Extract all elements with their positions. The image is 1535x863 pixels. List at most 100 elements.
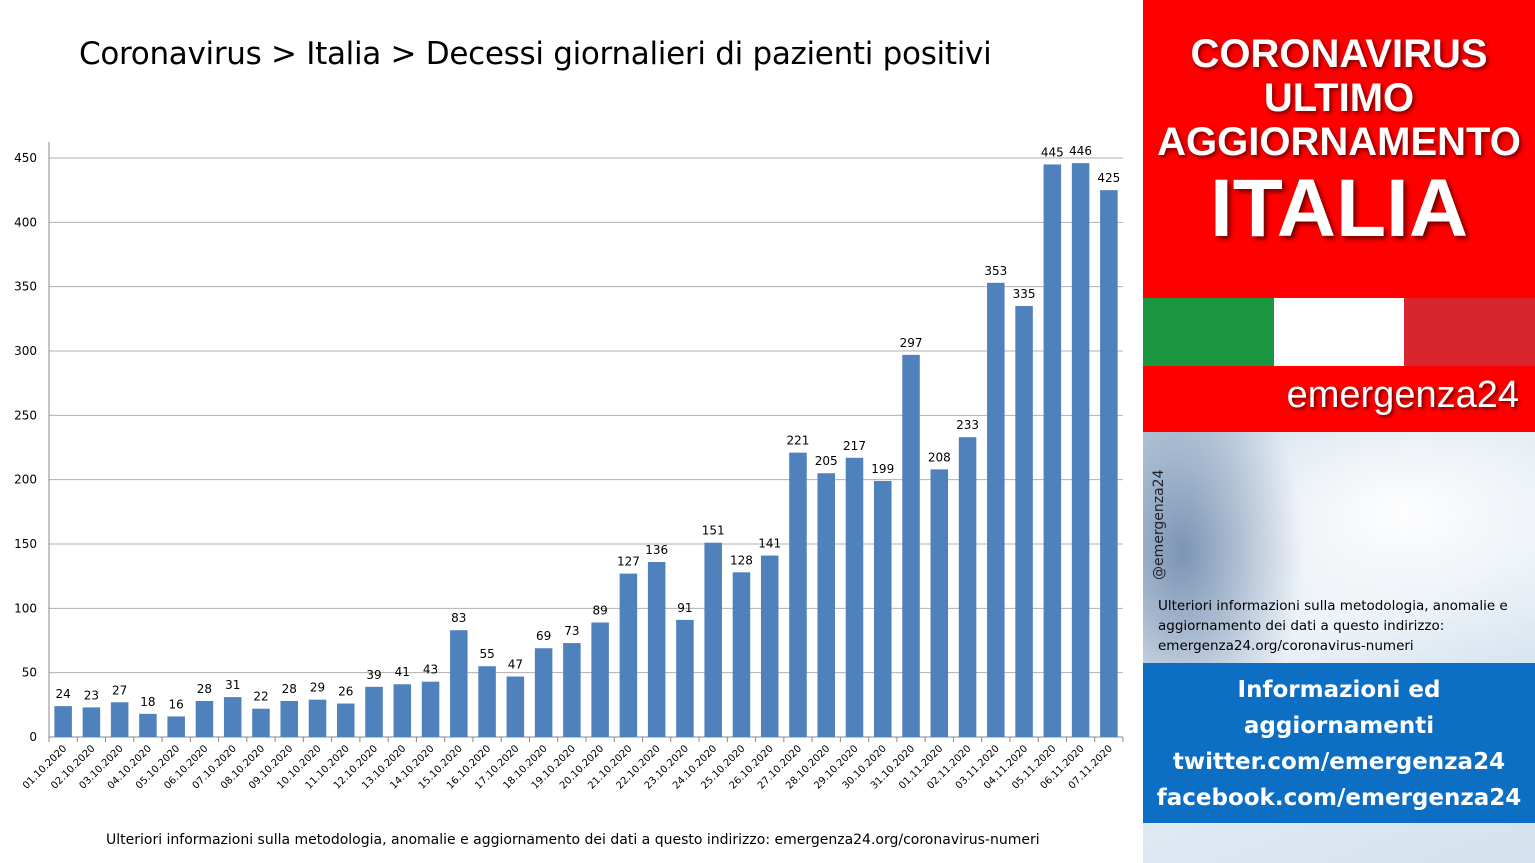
bar — [1071, 163, 1090, 737]
data-label: 31 — [225, 678, 240, 692]
y-tick-label: 350 — [14, 280, 37, 294]
data-label: 233 — [956, 418, 979, 432]
banner-line-3: AGGIORNAMENTO — [1157, 120, 1521, 164]
data-label: 73 — [564, 624, 579, 638]
data-label: 39 — [366, 668, 381, 682]
flag-white-stripe — [1273, 298, 1405, 366]
bar — [534, 648, 553, 737]
bar — [139, 713, 157, 737]
footnote: Ulteriori informazioni sulla metodologia… — [106, 832, 1040, 848]
bar — [365, 686, 383, 737]
bar — [704, 542, 722, 737]
data-label: 23 — [84, 688, 99, 702]
y-tick-label: 50 — [22, 666, 37, 680]
data-label: 136 — [645, 543, 668, 557]
bar — [167, 716, 185, 737]
data-label: 141 — [758, 537, 781, 551]
data-label: 18 — [140, 695, 155, 709]
bar — [676, 619, 694, 737]
x-tick-labels: 01.10.202002.10.202003.10.202004.10.2020… — [21, 743, 1115, 791]
gridlines — [49, 157, 1123, 674]
bar — [732, 572, 751, 737]
data-label: 29 — [310, 681, 325, 695]
social-line-1: Informazioni ed — [1237, 677, 1441, 703]
bar — [1015, 305, 1033, 737]
bar — [647, 562, 666, 737]
y-tick-labels: 0 50 100 150 200 250 300 350 400 450 — [14, 151, 37, 744]
bar — [450, 630, 468, 737]
facebook-link[interactable]: facebook.com/emergenza24 — [1156, 785, 1522, 811]
bar — [393, 684, 412, 737]
bar — [110, 702, 129, 737]
flag-green-stripe — [1143, 298, 1274, 366]
bar — [874, 480, 892, 737]
y-tick-label: 250 — [14, 408, 37, 422]
y-tick-label: 200 — [14, 473, 37, 487]
data-label: 446 — [1069, 144, 1092, 158]
data-label: 128 — [730, 553, 753, 567]
bar — [506, 676, 525, 737]
right-panel: CORONAVIRUS ULTIMO AGGIORNAMENTO ITALIA … — [1143, 0, 1535, 863]
bar — [223, 697, 242, 737]
bar — [82, 707, 101, 737]
bar — [421, 681, 440, 737]
bar — [54, 706, 72, 737]
data-label: 89 — [592, 603, 607, 617]
data-label: 127 — [617, 555, 640, 569]
bar — [817, 473, 835, 737]
bar — [478, 666, 496, 737]
bar — [563, 643, 581, 737]
data-label: 55 — [479, 647, 494, 661]
bar — [789, 452, 807, 737]
chart-title: Coronavirus > Italia > Decessi giornalie… — [79, 36, 992, 72]
bar — [337, 703, 355, 737]
data-label: 425 — [1097, 171, 1120, 185]
bar — [280, 700, 298, 737]
data-label: 205 — [815, 454, 838, 468]
y-tick-label: 450 — [14, 151, 37, 165]
data-label: 335 — [1013, 287, 1036, 301]
data-label: 43 — [423, 663, 438, 677]
banner-line-1: CORONAVIRUS — [1190, 32, 1488, 76]
data-label: 24 — [55, 687, 70, 701]
social-line-2: aggiornamenti — [1243, 713, 1435, 739]
bar — [930, 469, 949, 737]
bar — [760, 555, 779, 737]
data-label: 22 — [253, 690, 268, 704]
bar — [902, 354, 920, 737]
data-label: 69 — [536, 629, 551, 643]
brand-bar: emergenza24 — [1143, 366, 1535, 432]
y-tick-label: 100 — [14, 601, 37, 615]
bar — [987, 282, 1005, 737]
bar — [619, 573, 638, 737]
update-banner: CORONAVIRUS ULTIMO AGGIORNAMENTO ITALIA — [1143, 0, 1535, 298]
data-label: 221 — [787, 434, 810, 448]
data-label: 28 — [197, 682, 212, 696]
data-label: 83 — [451, 611, 466, 625]
bars — [54, 163, 1118, 737]
bar — [252, 708, 270, 737]
flag-red-stripe — [1404, 298, 1535, 366]
y-tick-label: 0 — [29, 730, 37, 744]
social-links-box: Informazioni ed aggiornamenti twitter.co… — [1143, 663, 1535, 823]
bar — [845, 457, 864, 737]
data-label: 27 — [112, 683, 127, 697]
banner-line-2: ULTIMO — [1263, 76, 1415, 120]
bar — [591, 622, 609, 737]
data-label: 91 — [677, 601, 692, 615]
social-handle: @emergenza24 — [1151, 469, 1167, 581]
data-label: 26 — [338, 685, 353, 699]
brand-logo-text: emergenza24 — [1286, 374, 1519, 416]
y-tick-label: 400 — [14, 215, 37, 229]
twitter-link[interactable]: twitter.com/emergenza24 — [1172, 749, 1506, 775]
banner-country: ITALIA — [1209, 163, 1469, 254]
data-labels: 24 23 27 18 16 28 31 22 28 29 26 39 41 43 83 55 47 69 73 89… — [55, 144, 1120, 711]
data-label: 217 — [843, 439, 866, 453]
bar-chart: 24 23 27 18 16 28 31 22 28 29 26 39 41 43 83 55 47 69 73 89… — [14, 142, 1124, 792]
bar — [1100, 190, 1118, 737]
data-label: 47 — [508, 658, 523, 672]
bar — [308, 699, 327, 737]
bar — [958, 437, 977, 737]
info-text: Ulteriori informazioni sulla metodologia… — [1158, 598, 1508, 654]
data-label: 16 — [169, 697, 184, 711]
